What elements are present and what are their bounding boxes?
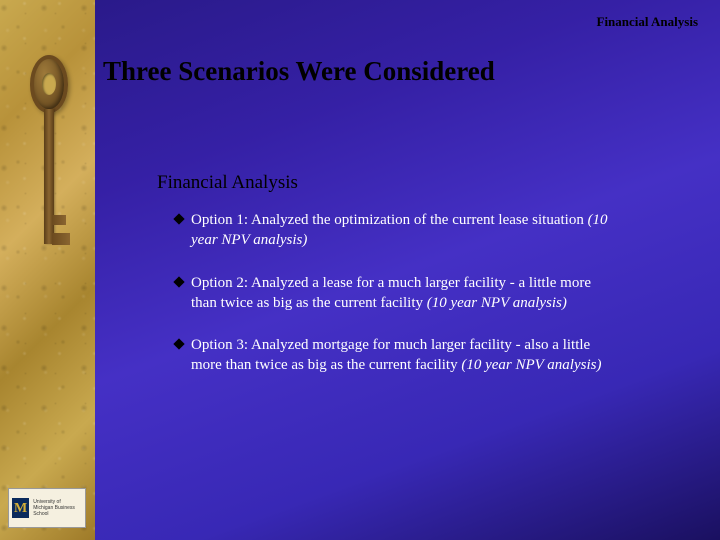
sidebar-texture: M University of Michigan Business School	[0, 0, 95, 540]
bullet-item: Option 3: Analyzed mortgage for much lar…	[175, 335, 615, 376]
bullet-item: Option 1: Analyzed the optimization of t…	[175, 210, 615, 251]
slide-container: M University of Michigan Business School…	[0, 0, 720, 540]
slide-subtitle: Financial Analysis	[157, 172, 298, 194]
key-bit-lower	[52, 233, 70, 245]
bullet-italic: (10 year NPV analysis)	[427, 295, 567, 311]
key-graphic	[30, 55, 68, 275]
logo-letter: M	[12, 498, 29, 518]
header-label: Financial Analysis	[597, 14, 699, 30]
bullet-text: Option 1: Analyzed the optimization of t…	[191, 212, 588, 228]
key-bit-upper	[52, 215, 66, 225]
logo-box: M University of Michigan Business School	[8, 488, 86, 528]
logo-text: University of Michigan Business School	[33, 499, 82, 517]
bullet-item: Option 2: Analyzed a lease for a much la…	[175, 273, 615, 314]
bullet-italic: (10 year NPV analysis)	[461, 357, 601, 373]
main-content: Financial Analysis Three Scenarios Were …	[95, 0, 720, 540]
bullet-list: Option 1: Analyzed the optimization of t…	[175, 210, 615, 398]
key-ring	[30, 55, 68, 113]
logo-letter-text: M	[14, 501, 27, 516]
slide-title: Three Scenarios Were Considered	[103, 56, 495, 87]
